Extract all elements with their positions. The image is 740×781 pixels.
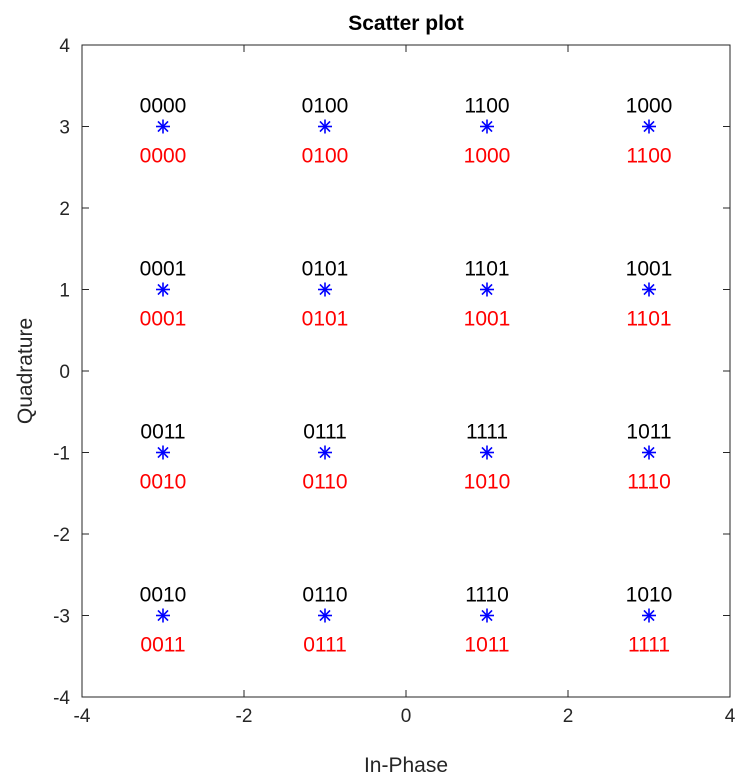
x-tick-label: 0 bbox=[401, 706, 412, 727]
chart-title: Scatter plot bbox=[348, 12, 464, 35]
asterisk-marker bbox=[156, 119, 170, 134]
constellation-point: 0110 0111 bbox=[302, 584, 347, 657]
point-label-above: 0101 bbox=[302, 258, 349, 281]
y-axis-title: Quadrature bbox=[14, 318, 37, 424]
point-label-below: 1010 bbox=[464, 471, 511, 494]
constellation-point: 1010 1111 bbox=[626, 584, 673, 657]
point-label-below: 1011 bbox=[464, 634, 509, 657]
y-tick-label: -4 bbox=[53, 688, 70, 709]
asterisk-marker bbox=[156, 282, 170, 297]
asterisk-marker bbox=[480, 119, 494, 134]
asterisk-marker bbox=[642, 282, 656, 297]
constellation-point: 0001 0001 bbox=[140, 258, 187, 331]
constellation-point: 0011 0010 bbox=[140, 421, 187, 494]
asterisk-marker bbox=[642, 445, 656, 460]
point-label-above: 1001 bbox=[626, 258, 673, 281]
point-label-below: 1110 bbox=[627, 471, 671, 494]
point-label-below: 0110 bbox=[302, 471, 347, 494]
constellation-point: 1000 1100 bbox=[626, 95, 673, 168]
asterisk-marker bbox=[318, 282, 332, 297]
asterisk-marker bbox=[318, 445, 332, 460]
point-label-below: 0111 bbox=[303, 634, 347, 657]
y-tick-label: 1 bbox=[59, 281, 70, 302]
constellation-point: 1100 1000 bbox=[464, 95, 511, 168]
constellation-point: 1111 1010 bbox=[464, 421, 511, 494]
point-label-above: 0111 bbox=[303, 421, 347, 444]
point-label-above: 0011 bbox=[140, 421, 185, 444]
point-label-above: 1110 bbox=[465, 584, 509, 607]
y-tick-label: -1 bbox=[53, 444, 70, 465]
point-label-above: 1100 bbox=[464, 95, 509, 118]
point-label-below: 0011 bbox=[140, 634, 185, 657]
y-tick-label: -2 bbox=[53, 525, 70, 546]
point-label-above: 0110 bbox=[302, 584, 347, 607]
point-label-above: 1111 bbox=[466, 421, 508, 444]
asterisk-marker bbox=[318, 119, 332, 134]
constellation-point: 1110 1011 bbox=[464, 584, 509, 657]
point-label-above: 0100 bbox=[302, 95, 349, 118]
constellation-point: 0010 0011 bbox=[140, 584, 187, 657]
point-label-below: 1101 bbox=[626, 308, 671, 331]
ticks-layer: -4 -2 0 2 4 -4 -3 -2 -1 0 1 2 3 4 bbox=[53, 36, 736, 727]
y-tick-label: 3 bbox=[59, 118, 70, 139]
point-label-above: 0000 bbox=[140, 95, 187, 118]
y-tick-label: -3 bbox=[53, 607, 70, 628]
point-label-below: 0101 bbox=[302, 308, 349, 331]
asterisk-marker bbox=[318, 608, 332, 623]
x-tick-label: 2 bbox=[563, 706, 574, 727]
point-label-above: 1011 bbox=[626, 421, 671, 444]
point-label-below: 0000 bbox=[140, 145, 187, 168]
constellation-point: 1101 1001 bbox=[464, 258, 511, 331]
point-label-below: 0100 bbox=[302, 145, 349, 168]
points-layer: 0000000001000100110010001000110000010001… bbox=[140, 95, 673, 657]
asterisk-marker bbox=[642, 608, 656, 623]
plot-area bbox=[81, 44, 731, 698]
point-label-above: 0001 bbox=[140, 258, 187, 281]
x-axis-title: In-Phase bbox=[364, 754, 448, 777]
asterisk-marker bbox=[156, 445, 170, 460]
constellation-point: 0101 0101 bbox=[302, 258, 349, 331]
asterisk-marker bbox=[156, 608, 170, 623]
point-label-below: 1111 bbox=[628, 634, 670, 657]
constellation-point: 1011 1110 bbox=[626, 421, 671, 494]
asterisk-marker bbox=[480, 608, 494, 623]
x-tick-label: -2 bbox=[236, 706, 253, 727]
asterisk-marker bbox=[480, 282, 494, 297]
asterisk-marker bbox=[642, 119, 656, 134]
point-label-above: 0010 bbox=[140, 584, 187, 607]
point-label-below: 0010 bbox=[140, 471, 187, 494]
x-tick-label: 4 bbox=[725, 706, 736, 727]
point-label-below: 0001 bbox=[140, 308, 187, 331]
constellation-point: 1001 1101 bbox=[626, 258, 673, 331]
point-label-below: 1001 bbox=[464, 308, 511, 331]
asterisk-marker bbox=[480, 445, 494, 460]
point-label-below: 1000 bbox=[464, 145, 511, 168]
point-label-above: 1010 bbox=[626, 584, 673, 607]
constellation-point: 0000 0000 bbox=[140, 95, 187, 168]
y-tick-label: 4 bbox=[59, 36, 70, 57]
x-tick-label: -4 bbox=[74, 706, 91, 727]
constellation-point: 0111 0110 bbox=[302, 421, 347, 494]
y-tick-label: 0 bbox=[59, 362, 70, 383]
point-label-below: 1100 bbox=[626, 145, 671, 168]
point-label-above: 1000 bbox=[626, 95, 673, 118]
y-tick-label: 2 bbox=[59, 199, 70, 220]
constellation-point: 0100 0100 bbox=[302, 95, 349, 168]
point-label-above: 1101 bbox=[464, 258, 509, 281]
